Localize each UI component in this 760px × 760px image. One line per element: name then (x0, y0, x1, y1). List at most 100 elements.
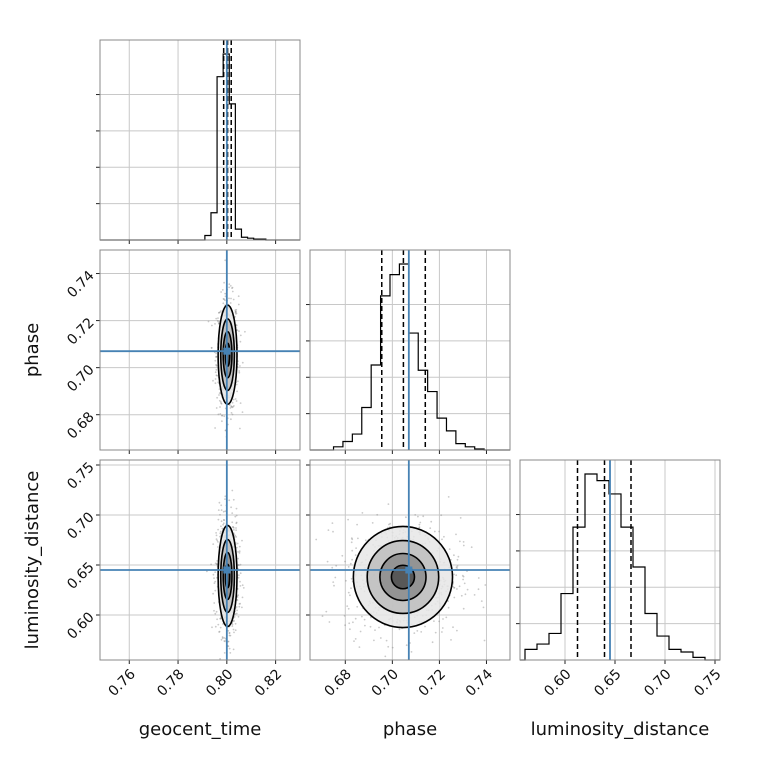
sample-point (233, 529, 235, 531)
sample-point (349, 594, 351, 597)
sample-point (217, 381, 220, 384)
sample-point (235, 521, 238, 524)
sample-point (442, 618, 444, 620)
x-ticks-phase: 0.68 0.70 0.72 0.74 (322, 666, 497, 699)
sample-point (417, 515, 419, 518)
sample-point (214, 323, 216, 325)
sample-point (236, 390, 239, 393)
panel-frame (309, 459, 511, 661)
sample-point (361, 512, 364, 514)
sample-point (231, 623, 234, 626)
sample-point (424, 625, 426, 628)
sample-point (220, 310, 222, 312)
sample-point (237, 576, 240, 579)
sample-point (222, 519, 225, 521)
sample-point (231, 489, 234, 492)
contour-line (366, 539, 440, 615)
panel-frame (99, 459, 301, 661)
sample-point (344, 624, 346, 627)
truth-marker (223, 347, 231, 355)
sample-point (221, 289, 224, 291)
y-tick-label: 0.68 (64, 409, 97, 442)
sample-point (413, 632, 416, 634)
sample-point (215, 534, 218, 537)
sample-point (221, 414, 223, 417)
sample-point (239, 585, 242, 587)
sample-point (445, 616, 448, 619)
sample-point (210, 347, 213, 349)
sample-point (239, 563, 242, 566)
sample-point (230, 506, 233, 509)
sample-point (224, 292, 227, 295)
sample-point (333, 584, 335, 587)
sample-point (216, 562, 218, 565)
histogram-step (310, 263, 510, 451)
sample-point (346, 605, 349, 607)
sample-point (213, 577, 215, 579)
sample-point (213, 602, 216, 604)
sample-point (373, 639, 375, 642)
sample-point (354, 617, 357, 620)
sample-point (220, 291, 223, 293)
sample-point (234, 398, 237, 400)
sample-point (238, 371, 241, 374)
panel-frame (99, 39, 301, 241)
sample-point (224, 495, 227, 498)
x-ticks-luminosity-distance: 0.60 0.65 0.70 0.75 (541, 666, 724, 699)
sample-point (219, 658, 222, 660)
sample-point (389, 522, 391, 525)
sample-point (241, 584, 244, 587)
sample-point (212, 573, 215, 576)
sample-point (242, 587, 245, 589)
sample-point (456, 588, 458, 590)
sample-point (232, 628, 235, 631)
sample-point (218, 501, 221, 504)
sample-point (448, 548, 451, 550)
sample-point (234, 309, 237, 312)
sample-point (463, 582, 466, 585)
y-tick-label: 0.72 (64, 315, 97, 348)
sample-point (347, 591, 350, 594)
sample-point (349, 628, 351, 631)
sample-point (224, 510, 227, 513)
sample-point (216, 396, 219, 399)
sample-point (214, 378, 217, 380)
sample-point (216, 319, 219, 322)
sample-point (441, 627, 444, 629)
panel-frame (519, 459, 721, 661)
sample-point (220, 403, 223, 405)
sample-point (434, 631, 437, 634)
sample-point (210, 346, 213, 349)
sample-point (431, 641, 434, 644)
sample-point (211, 626, 213, 629)
sample-point (215, 356, 217, 358)
sample-point (220, 617, 222, 620)
sample-point (219, 626, 222, 629)
sample-point (219, 311, 221, 313)
sample-point (455, 574, 458, 577)
sample-point (218, 312, 220, 314)
sample-point (350, 577, 353, 580)
sample-point (234, 622, 237, 625)
sample-point (231, 521, 234, 524)
sample-point (220, 661, 222, 663)
sample-point (217, 413, 220, 416)
sample-point (484, 584, 487, 586)
sample-point (229, 404, 231, 406)
sample-point (416, 630, 419, 632)
x-axis-label-geocent-time: geocent_time (139, 719, 262, 740)
panel-frame (309, 249, 511, 451)
sample-point (235, 383, 238, 386)
sample-point (237, 615, 240, 618)
sample-point (222, 522, 225, 525)
sample-point (461, 574, 464, 577)
sample-point (241, 539, 243, 542)
sample-point (231, 625, 234, 627)
sample-point (378, 626, 380, 629)
sample-point (372, 665, 374, 667)
sample-point (228, 499, 231, 502)
sample-point (214, 580, 217, 583)
sample-point (237, 303, 240, 306)
sample-point (231, 406, 234, 409)
sample-point (229, 634, 232, 637)
